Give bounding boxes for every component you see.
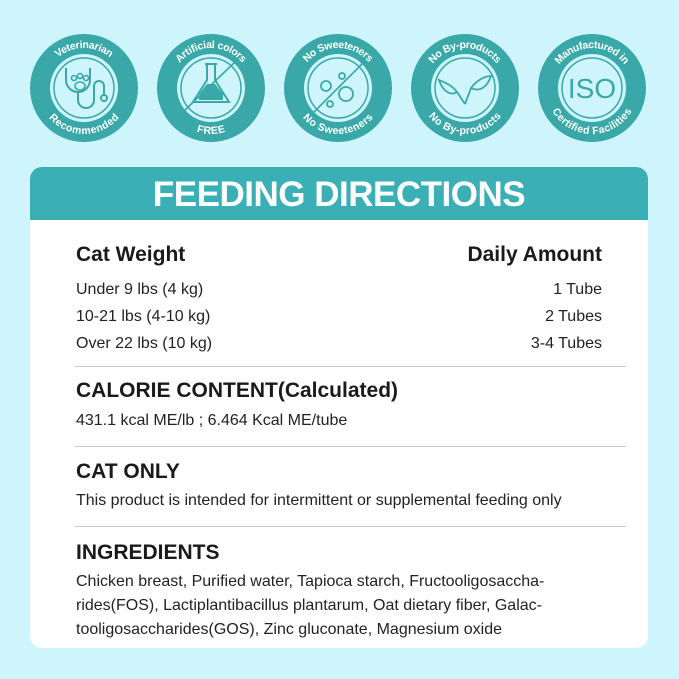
divider: [75, 446, 626, 447]
amount-cell: 2 Tubes: [545, 308, 602, 325]
leaves-icon: [437, 75, 493, 105]
sweetener-crossed-icon: [313, 63, 363, 113]
ingredients-line: rides(FOS), Lactiplantibacillus plantaru…: [76, 597, 542, 614]
ingredients-line: tooligosaccharides(GOS), Zinc gluconate,…: [76, 621, 502, 638]
card-title: FEEDING DIRECTIONS: [30, 167, 648, 220]
ingredients-title: INGREDIENTS: [76, 541, 220, 564]
feeding-directions-card: FEEDING DIRECTIONS Cat Weight Daily Amou…: [30, 167, 648, 648]
cat-weight-header: Cat Weight: [76, 243, 186, 266]
amount-cell: 3-4 Tubes: [530, 335, 602, 352]
weight-cell: Under 9 lbs (4 kg): [76, 281, 204, 298]
calorie-text: 431.1 kcal ME/lb ; 6.464 Kcal ME/tube: [76, 412, 348, 429]
weight-cell: 10-21 lbs (4-10 kg): [76, 308, 211, 325]
svg-text:ISO: ISO: [568, 73, 616, 104]
iso-icon: ISO: [568, 73, 616, 104]
stethoscope-paw-icon: [65, 68, 108, 109]
cat-only-title: CAT ONLY: [76, 460, 180, 483]
divider: [75, 366, 626, 367]
cat-only-text: This product is intended for intermitten…: [76, 492, 562, 509]
calorie-title: CALORIE CONTENT(Calculated): [76, 379, 399, 402]
amount-cell: 1 Tube: [553, 281, 602, 298]
ingredients-line: Chicken breast, Purified water, Tapioca …: [76, 573, 545, 590]
flask-crossed-icon: [184, 61, 236, 111]
daily-amount-header: Daily Amount: [467, 243, 602, 266]
weight-cell: Over 22 lbs (10 kg): [76, 335, 213, 352]
divider: [75, 526, 626, 527]
